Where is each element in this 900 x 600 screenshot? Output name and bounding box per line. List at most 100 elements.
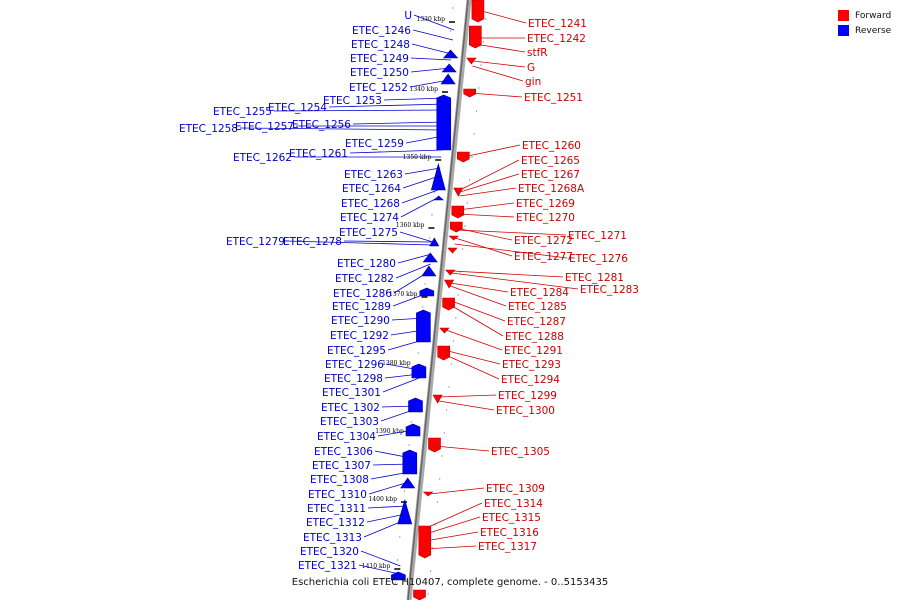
reverse-gene-label: ETEC_1255 <box>213 106 272 118</box>
forward-gene-label: ETEC_1309 <box>486 483 545 495</box>
gene-leader-line <box>377 429 415 437</box>
axis-tick-label: 1380 kbp <box>382 360 411 367</box>
gene-leader-line <box>367 505 407 509</box>
forward-gene-feature <box>468 25 482 49</box>
axis-tick-label: 1350 kbp <box>403 154 432 161</box>
reverse-gene-label: ETEC_1274 <box>340 212 399 224</box>
reverse-gene-feature <box>440 73 456 85</box>
genome-axis-line <box>407 0 469 600</box>
reverse-gene-label: U <box>404 10 412 22</box>
gene-leader-line <box>477 9 527 24</box>
gene-leader-line <box>454 243 568 259</box>
gene-leader-line <box>410 57 452 61</box>
forward-gene-feature <box>444 279 455 289</box>
forward-gene-label: ETEC_1288 <box>505 331 564 343</box>
gene-leader-line <box>472 60 526 68</box>
gene-leader-line <box>385 363 421 371</box>
reverse-gene-label: ETEC_1320 <box>300 546 359 558</box>
reverse-gene-feature <box>397 498 413 525</box>
gene-leader-line <box>363 519 406 538</box>
forward-swatch-icon <box>838 10 849 21</box>
axis-tick-label: 1400 kbp <box>369 496 398 503</box>
reverse-gene-label: ETEC_1279 <box>226 236 285 248</box>
gene-leader-line <box>384 373 420 379</box>
forward-gene-label: ETEC_1265 <box>521 155 580 167</box>
gene-leader-line <box>368 481 409 495</box>
reverse-gene-feature <box>408 397 423 413</box>
reverse-gene-feature <box>400 477 416 489</box>
reverse-gene-label: ETEC_1301 <box>322 387 381 399</box>
gene-leader-line <box>448 303 504 337</box>
forward-gene-label: ETEC_1241 <box>528 18 587 30</box>
forward-gene-label: ETEC_1268A <box>518 183 585 195</box>
reverse-gene-label: ETEC_1248 <box>351 39 410 51</box>
forward-gene-label: ETEC_1300 <box>496 405 555 417</box>
forward-gene-label: ETEC_1242 <box>527 33 586 45</box>
forward-gene-feature <box>437 345 451 361</box>
forward-gene-feature <box>432 394 443 404</box>
forward-gene-label: ETEC_1251 <box>524 92 583 104</box>
gene-leader-line <box>391 317 426 321</box>
gene-leader-line <box>286 240 433 246</box>
gene-leader-line <box>459 159 520 191</box>
gene-leader-line <box>459 187 517 197</box>
forward-gene-feature <box>448 235 459 241</box>
reverse-gene-label: ETEC_1282 <box>335 273 394 285</box>
genome-axis-shadow <box>406 0 472 600</box>
gene-leader-line <box>360 550 401 567</box>
legend-forward: Forward <box>838 8 891 23</box>
gene-leader-line <box>370 471 410 480</box>
forward-gene-label: ETEC_1271 <box>568 230 627 242</box>
gene-leader-line <box>434 445 490 452</box>
forward-gene-label: ETEC_1277 <box>514 251 573 263</box>
gene-leader-line <box>459 173 520 193</box>
reverse-gene-label: ETEC_1289 <box>332 301 391 313</box>
forward-gene-label: ETEC_1299 <box>498 390 557 402</box>
axis-tick-label: 1340 kbp <box>410 86 439 93</box>
reverse-gene-label: ETEC_1321 <box>298 560 357 572</box>
gene-leader-line <box>424 545 477 550</box>
reverse-gene-label: ETEC_1311 <box>307 503 366 515</box>
gene-leader-line <box>343 240 433 243</box>
gene-leader-line <box>445 329 503 351</box>
reverse-gene-label: ETEC_1250 <box>350 67 409 79</box>
reverse-gene-label: ETEC_1268 <box>341 198 400 210</box>
gene-leader-line <box>372 463 411 466</box>
legend-reverse: Reverse <box>838 23 891 38</box>
gene-leader-line <box>426 502 483 529</box>
gene-leader-line <box>273 109 447 112</box>
gene-leader-line <box>472 65 524 82</box>
gene-leader-line <box>239 127 445 131</box>
gene-leader-line <box>397 253 432 264</box>
gene-leader-line <box>387 339 424 351</box>
gene-leader-line <box>328 103 447 108</box>
gene-leader-line <box>450 282 509 293</box>
forward-gene-label: ETEC_1316 <box>480 527 539 539</box>
forward-gene-label: ETEC_1317 <box>478 541 537 553</box>
axis-tick-label: 1390 kbp <box>375 428 404 435</box>
gene-leader-line <box>439 394 497 398</box>
gene-leader-line <box>382 377 420 393</box>
forward-gene-feature <box>418 525 432 559</box>
gene-leader-line <box>455 237 513 257</box>
gene-leader-line <box>410 67 451 73</box>
forward-gene-label: ETEC_1285 <box>508 301 567 313</box>
forward-gene-label: ETEC_1267 <box>521 169 580 181</box>
forward-gene-label: ETEC_1272 <box>514 235 573 247</box>
reverse-gene-feature <box>422 252 438 263</box>
reverse-gene-label: ETEC_1290 <box>331 315 390 327</box>
gene-leader-line <box>450 285 507 307</box>
gene-leader-line <box>349 149 443 154</box>
gene-leader-line <box>451 272 579 290</box>
legend-reverse-label: Reverse <box>855 25 892 36</box>
gene-leader-line <box>392 292 428 307</box>
reverse-gene-feature <box>430 162 446 191</box>
gene-leader-line <box>411 43 452 55</box>
reverse-gene-label: ETEC_1280 <box>337 258 396 270</box>
reverse-gene-label: ETEC_1252 <box>349 82 408 94</box>
gene-leader-line <box>400 197 438 218</box>
reverse-gene-label: ETEC_1253 <box>323 95 382 107</box>
gene-leader-line <box>399 231 433 243</box>
reverse-gene-label: ETEC_1296 <box>325 359 384 371</box>
